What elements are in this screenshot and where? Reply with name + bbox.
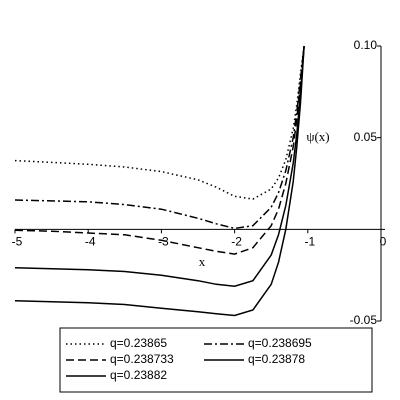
- x-tick-label: -5: [12, 235, 23, 249]
- y-tick-label: -0.05: [350, 313, 378, 327]
- x-tick-label: 0: [380, 235, 387, 249]
- y-tick-label: 0.05: [354, 130, 378, 144]
- legend-label: q=0.238695: [248, 336, 312, 350]
- x-tick-label: -1: [304, 235, 315, 249]
- legend-label: q=0.23865: [110, 336, 167, 350]
- legend-label: q=0.23882: [110, 368, 167, 382]
- series-line: [14, 45, 305, 317]
- y-axis-label: ψ(x): [306, 129, 329, 144]
- x-axis-label: x: [199, 254, 206, 269]
- series-line: [14, 45, 305, 255]
- legend-box: [59, 327, 373, 393]
- series-line: [14, 45, 305, 230]
- x-tick-label: -3: [158, 235, 169, 249]
- x-tick-label: -2: [231, 235, 242, 249]
- series-line: [14, 45, 305, 287]
- x-tick-label: -4: [85, 235, 96, 249]
- y-tick-label: 0.10: [354, 38, 378, 52]
- series-line: [14, 45, 305, 200]
- legend-label: q=0.238733: [110, 352, 174, 366]
- legend-label: q=0.23878: [248, 352, 305, 366]
